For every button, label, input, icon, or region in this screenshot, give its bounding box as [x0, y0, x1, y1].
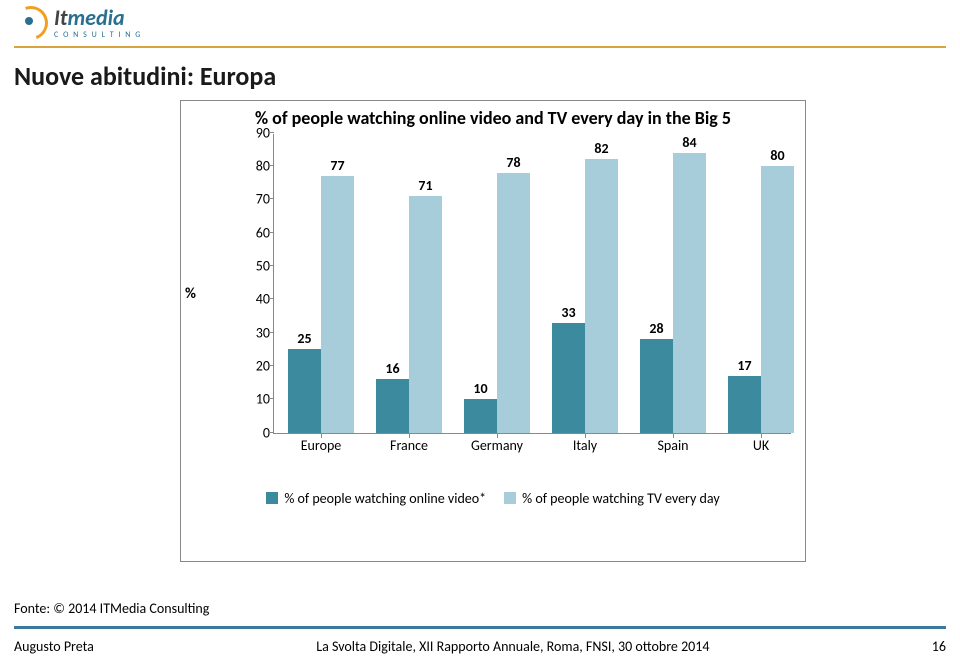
slide-title: Nuove abitudini: Europa: [14, 60, 276, 92]
legend-swatch: [504, 492, 516, 504]
bar-value-label: 78: [506, 154, 520, 173]
bar: 10: [464, 399, 497, 432]
bar: 78: [497, 173, 530, 433]
bar-group: 2577: [288, 176, 354, 433]
legend-swatch: [266, 492, 278, 504]
y-tick-label: 20: [244, 357, 270, 374]
bar-value-label: 17: [737, 357, 751, 376]
bar-value-label: 80: [770, 147, 784, 166]
y-tick-label: 60: [244, 224, 270, 241]
logo-prefix: It: [54, 4, 68, 31]
bar-group: 1671: [376, 196, 442, 433]
footer: Augusto Preta La Svolta Digitale, XII Ra…: [14, 638, 946, 655]
y-tick-label: 40: [244, 291, 270, 308]
bar: 80: [761, 166, 794, 433]
plot: 01020304050607080902577Europe1671France1…: [273, 134, 791, 434]
legend-item: % of people watching TV every day: [504, 490, 720, 507]
logo-main: media: [68, 4, 125, 31]
header-divider: [14, 46, 946, 48]
y-axis-unit: %: [185, 285, 196, 303]
plot-area: % 01020304050607080902577Europe1671Franc…: [241, 134, 791, 454]
legend-label: % of people watching online video*: [284, 490, 486, 507]
bar-value-label: 10: [473, 380, 487, 399]
bar-value-label: 33: [561, 304, 575, 323]
bar-value-label: 28: [649, 320, 663, 339]
logo-subtitle: C O N S U L T I N G: [54, 31, 142, 39]
bar-value-label: 71: [418, 177, 432, 196]
footer-author: Augusto Preta: [14, 638, 94, 655]
footer-event: La Svolta Digitale, XII Rapporto Annuale…: [316, 638, 709, 655]
bar: 33: [552, 323, 585, 433]
y-tick-label: 0: [244, 424, 270, 441]
bar: 25: [288, 349, 321, 432]
logo-name: Itmedia: [54, 7, 142, 29]
legend-label: % of people watching TV every day: [522, 490, 720, 507]
bar: 84: [673, 153, 706, 433]
bar-group: 2884: [640, 153, 706, 433]
footer-page-number: 16: [932, 638, 946, 655]
bar: 16: [376, 379, 409, 432]
bar: 17: [728, 376, 761, 433]
bar-group: 3382: [552, 159, 618, 432]
chart-container: % of people watching online video and TV…: [180, 100, 806, 562]
logo: Itmedia C O N S U L T I N G: [14, 6, 142, 40]
y-tick-label: 90: [244, 124, 270, 141]
bar-value-label: 82: [594, 140, 608, 159]
footer-divider: [14, 626, 946, 629]
bar-group: 1078: [464, 173, 530, 433]
bar: 71: [409, 196, 442, 433]
bar: 28: [640, 339, 673, 432]
bar: 82: [585, 159, 618, 432]
source-citation: Fonte: © 2014 ITMedia Consulting: [14, 600, 209, 617]
bar-group: 1780: [728, 166, 794, 433]
y-tick-label: 30: [244, 324, 270, 341]
y-tick-label: 80: [244, 157, 270, 174]
chart-title: % of people watching online video and TV…: [181, 101, 805, 134]
bar-value-label: 84: [682, 134, 696, 153]
y-tick-label: 70: [244, 191, 270, 208]
bar-value-label: 77: [330, 157, 344, 176]
legend-item: % of people watching online video*: [266, 490, 486, 507]
bar-value-label: 16: [385, 360, 399, 379]
y-tick-label: 50: [244, 257, 270, 274]
logo-swoosh-icon: [8, 0, 53, 45]
bar-value-label: 25: [297, 330, 311, 349]
y-tick-label: 10: [244, 391, 270, 408]
legend: % of people watching online video* % of p…: [181, 490, 805, 507]
bar: 77: [321, 176, 354, 433]
